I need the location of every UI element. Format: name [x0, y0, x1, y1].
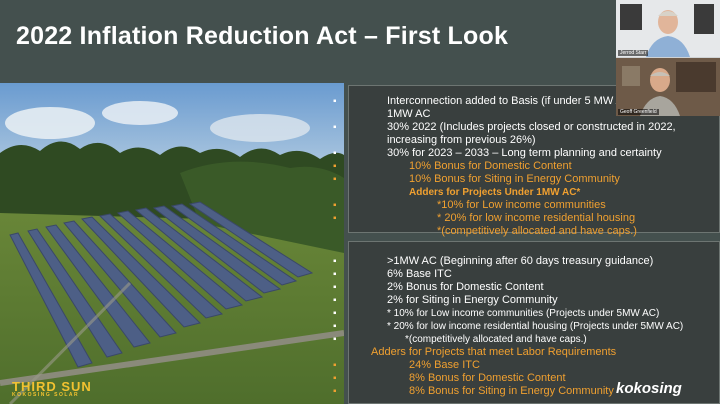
slide-title: 2022 Inflation Reduction Act – First Loo… [16, 22, 509, 50]
participant-avatar [616, 0, 720, 57]
logo-sub-text: KOKOSING SOLAR [12, 392, 80, 398]
list-item: increasing from previous 26%) [387, 134, 536, 146]
participant-avatar [616, 58, 720, 116]
list-item: *10% for Low income communities [333, 199, 719, 212]
list-item: 10% Bonus for Domestic Content [333, 160, 719, 173]
over-1mw-panel: >1MW AC (Beginning after 60 days treasur… [333, 241, 720, 404]
video-tile[interactable]: Jerrod Starr [616, 0, 720, 57]
list-item: Adders for Projects that meet Labor Requ… [371, 346, 617, 358]
logo-main-text: THIRD SUN [12, 379, 92, 394]
list-item: Interconnection added to Basis (if under… [333, 95, 719, 108]
kokosing-logo: kokosing [616, 380, 682, 397]
list-item: * 20% for low income residential housing… [333, 320, 719, 333]
list-item: * 10% for Low income communities (Projec… [333, 307, 719, 320]
solar-farm-photo [0, 83, 344, 404]
list-item: 6% Base ITC [333, 268, 719, 281]
list-item: 1MW AC [387, 108, 431, 120]
list-item: 8% Bonus for Domestic Content [333, 372, 719, 385]
participant-name: Jerrod Starr [618, 50, 649, 56]
list-item: 2% Bonus for Domestic Content [333, 281, 719, 294]
list-item: 24% Base ITC [333, 359, 719, 372]
list-item: Adders for Projects Under 1MW AC* [409, 187, 581, 198]
list-item: 30% for 2023 – 2033 – Long term planning… [333, 147, 719, 160]
list-item: 8% Bonus for Siting in Energy Community [333, 385, 719, 398]
video-participants: Jerrod Starr Geoff Greenfield [616, 0, 720, 116]
logo-text: kokosing [616, 380, 682, 397]
participant-name: Geoff Greenfield [618, 109, 659, 115]
list-item: *(competitively allocated and have caps.… [437, 225, 637, 237]
list-item: 30% 2022 (Includes projects closed or co… [333, 121, 719, 134]
list-item: 10% Bonus for Siting in Energy Community [333, 173, 719, 186]
list-item: * 20% for low income residential housing [333, 212, 719, 225]
list-item: *(competitively allocated and have caps.… [333, 333, 719, 346]
list-item: 2% for Siting in Energy Community [333, 294, 719, 307]
video-tile[interactable]: Geoff Greenfield [616, 58, 720, 116]
third-sun-logo: THIRD SUN KOKOSING SOLAR [12, 379, 92, 398]
list-item: >1MW AC (Beginning after 60 days treasur… [333, 255, 719, 268]
